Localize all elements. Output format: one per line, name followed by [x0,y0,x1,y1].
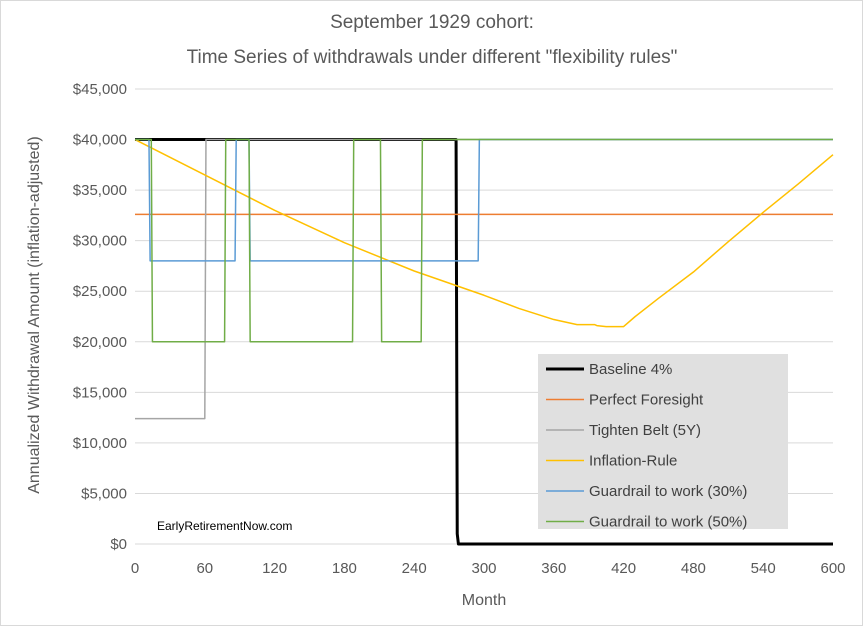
y-tick-label: $25,000 [73,283,127,300]
y-tick-label: $10,000 [73,435,127,452]
watermark: EarlyRetirementNow.com [157,519,292,533]
x-tick-label: 600 [820,560,845,577]
x-axis-title: Month [462,592,506,609]
x-tick-label: 540 [751,560,776,577]
y-axis-title: Annualized Withdrawal Amount (inflation-… [26,136,43,494]
legend-items: Baseline 4% Perfect Foresight Tighten Belt… [546,361,747,531]
y-tick-label: $20,000 [73,334,127,351]
legend-label: Perfect Foresight [589,392,704,409]
legend-label: Tighten Belt (5Y) [589,422,701,439]
x-tick-label: 180 [332,560,357,577]
y-tick-label: $45,000 [73,81,127,98]
x-tick-label: 420 [611,560,636,577]
x-tick-label: 60 [196,560,213,577]
legend-label: Baseline 4% [589,361,672,378]
legend-box [538,354,788,529]
y-tick-label: $15,000 [73,384,127,401]
x-tick-label: 480 [681,560,706,577]
legend-label: Inflation-Rule [589,453,677,470]
series-line-guardrail-to-work-30 [135,138,833,262]
legend-label: Guardrail to work (50%) [589,514,747,531]
x-tick-label: 240 [402,560,427,577]
series-line-guardrail-to-work-50 [135,138,833,343]
x-tick-label: 360 [541,560,566,577]
y-tick-label: $40,000 [73,132,127,149]
y-tick-label: $0 [110,536,127,553]
x-tick-label: 300 [471,560,496,577]
legend-label: Guardrail to work (30%) [589,483,747,500]
chart-title-line2: Time Series of withdrawals under differe… [187,47,678,68]
series-layer [134,138,834,546]
y-tick-label: $30,000 [73,233,127,250]
y-tick-label: $5,000 [81,485,127,502]
axis-layer: $0 $5,000 $10,000 $15,000 $20,000 $25,000 $30,… [73,81,846,577]
series-line-inflation-rule [134,138,834,328]
chart-title-line1: September 1929 cohort: [330,12,534,33]
x-tick-label: 0 [131,560,139,577]
legend: Baseline 4% Perfect Foresight Tighten Belt… [538,354,788,531]
x-tick-label: 120 [262,560,287,577]
y-tick-label: $35,000 [73,182,127,199]
